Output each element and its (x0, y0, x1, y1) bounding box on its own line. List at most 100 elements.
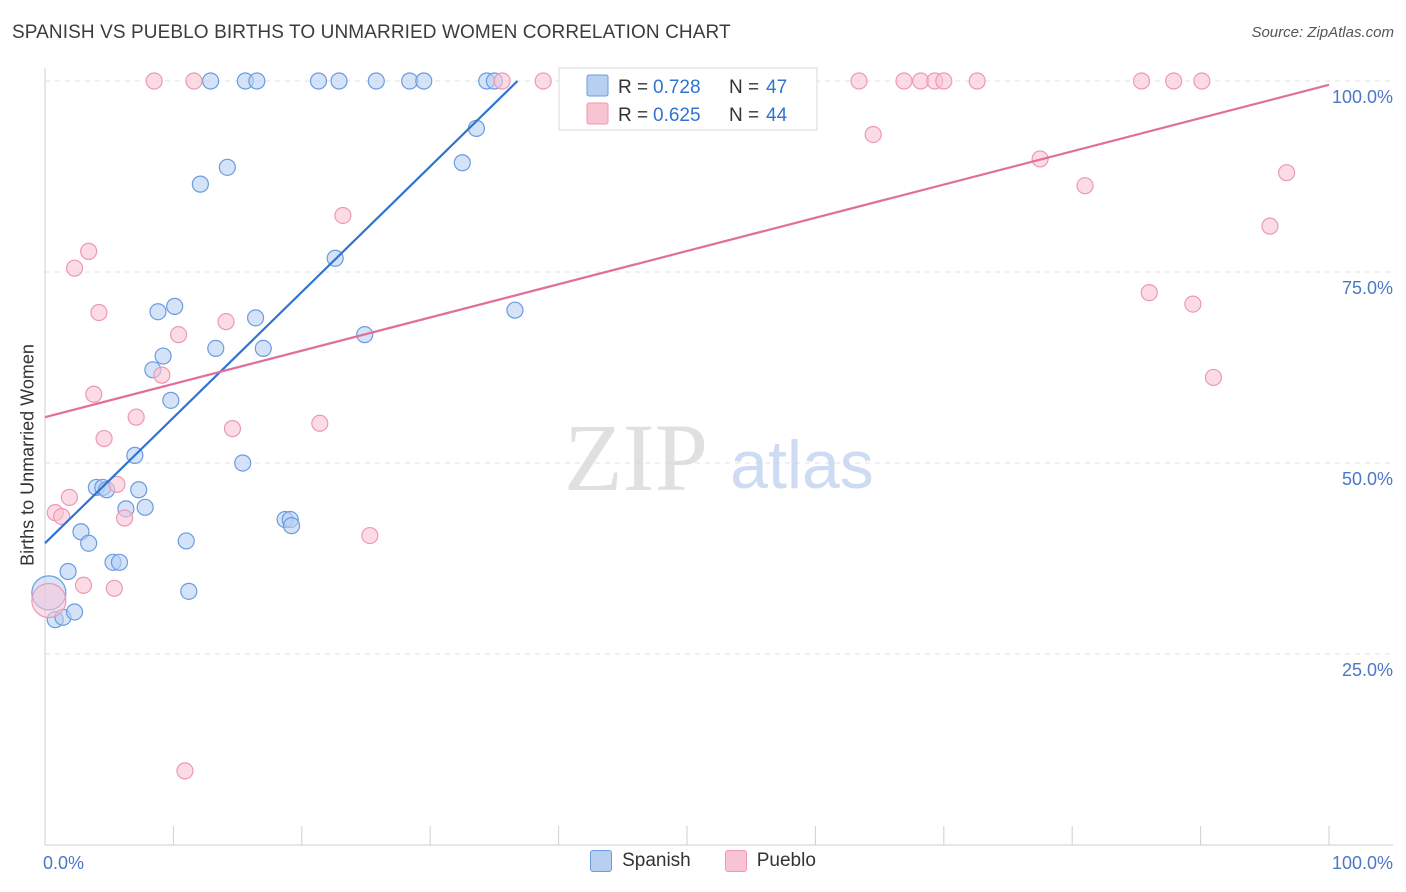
point-pueblo (80, 242, 98, 260)
x-tick-label: 100.0% (1332, 853, 1393, 873)
watermark: ZIP atlas (564, 404, 874, 511)
y-tick-label: 100.0% (1332, 87, 1393, 107)
point-pueblo (65, 259, 84, 277)
point-pueblo (1165, 72, 1183, 90)
point-pueblo (145, 72, 163, 90)
y-tick-label: 75.0% (1342, 278, 1393, 298)
point-spanish (218, 158, 236, 176)
x-tick-label: 0.0% (43, 853, 84, 873)
point-pueblo (311, 414, 329, 432)
gridlines (45, 80, 1393, 655)
series-legend-spanish[interactable]: Spanish (590, 850, 691, 872)
point-pueblo (74, 576, 93, 594)
data-points (31, 72, 1296, 780)
point-pueblo (31, 582, 67, 619)
point-pueblo (60, 488, 78, 506)
point-pueblo (850, 72, 868, 90)
series-swatch-pueblo (724, 850, 747, 872)
point-pueblo (53, 507, 71, 526)
point-spanish (207, 339, 225, 357)
legend-r-label: R = (618, 105, 648, 126)
legend-r-value-pueblo: 0.625 (653, 105, 701, 126)
point-pueblo (1193, 72, 1211, 90)
point-spanish (154, 347, 172, 365)
point-pueblo (223, 420, 242, 438)
chart-title: SPANISH VS PUEBLO BIRTHS TO UNMARRIED WO… (12, 22, 731, 43)
point-pueblo (1076, 177, 1094, 195)
point-spanish (282, 517, 301, 535)
point-pueblo (185, 72, 203, 90)
tick-labels: 25.0% 50.0% 75.0% 100.0% 0.0% 100.0% (43, 87, 1393, 873)
point-pueblo (1140, 284, 1158, 302)
point-pueblo (217, 313, 235, 331)
point-spanish (130, 481, 148, 499)
point-spanish (110, 553, 129, 571)
point-spanish (254, 339, 272, 357)
legend-n-label: N = (729, 77, 759, 98)
trend-line-spanish (44, 80, 519, 545)
point-spanish (59, 562, 77, 581)
point-spanish (248, 72, 266, 90)
point-spanish (80, 534, 98, 552)
series-swatch-spanish (590, 850, 613, 872)
point-pueblo (169, 326, 188, 344)
series-label-spanish: Spanish (622, 850, 691, 871)
legend-n-value-pueblo: 44 (766, 105, 788, 126)
point-spanish (506, 301, 524, 319)
point-pueblo (127, 408, 145, 426)
stats-legend: R = 0.728 N = 47 R = 0.625 N = 44 (558, 67, 818, 131)
point-pueblo (85, 385, 103, 403)
point-pueblo (95, 429, 113, 448)
point-pueblo (176, 762, 194, 780)
point-spanish (246, 309, 265, 327)
legend-r-value-spanish: 0.728 (653, 77, 701, 98)
point-spanish (166, 297, 184, 315)
series-label-pueblo: Pueblo (756, 850, 816, 871)
series-legend: Spanish Pueblo (0, 850, 1406, 872)
series-legend-pueblo[interactable]: Pueblo (724, 850, 816, 872)
point-pueblo (935, 72, 953, 90)
legend-n-value-spanish: 47 (766, 77, 787, 98)
legend-r-label: R = (618, 77, 648, 98)
point-pueblo (90, 303, 108, 322)
point-pueblo (1132, 72, 1151, 90)
point-spanish (180, 582, 198, 600)
point-pueblo (493, 72, 511, 90)
legend-swatch-pueblo (586, 102, 609, 125)
point-pueblo (1184, 295, 1202, 313)
point-pueblo (1261, 217, 1279, 235)
point-spanish (202, 72, 220, 90)
point-spanish (415, 72, 433, 90)
point-pueblo (895, 72, 913, 90)
trend-line-pueblo (44, 83, 1330, 419)
axes (44, 68, 1393, 846)
point-pueblo (334, 206, 352, 225)
y-tick-label: 50.0% (1342, 469, 1393, 489)
point-spanish (234, 454, 252, 472)
point-spanish (330, 72, 348, 90)
point-spanish (467, 119, 486, 137)
point-spanish (453, 154, 471, 172)
watermark-atlas: atlas (730, 427, 874, 503)
point-pueblo (1204, 368, 1223, 387)
point-pueblo (1278, 164, 1296, 182)
point-pueblo (108, 475, 126, 493)
point-pueblo (361, 526, 379, 545)
point-spanish (65, 603, 84, 621)
watermark-zip: ZIP (564, 404, 708, 511)
point-pueblo (153, 366, 171, 384)
legend-n-label: N = (729, 105, 759, 126)
point-spanish (136, 498, 154, 516)
point-pueblo (534, 72, 552, 90)
point-spanish (149, 303, 167, 321)
legend-swatch-spanish (586, 74, 609, 97)
source-credit: Source: ZipAtlas.com (1251, 24, 1394, 41)
point-pueblo (968, 72, 986, 90)
point-spanish (191, 175, 209, 193)
point-spanish (309, 72, 328, 90)
y-tick-label: 25.0% (1342, 660, 1393, 680)
point-spanish (162, 391, 180, 409)
point-pueblo (105, 579, 123, 597)
point-spanish (177, 532, 195, 550)
